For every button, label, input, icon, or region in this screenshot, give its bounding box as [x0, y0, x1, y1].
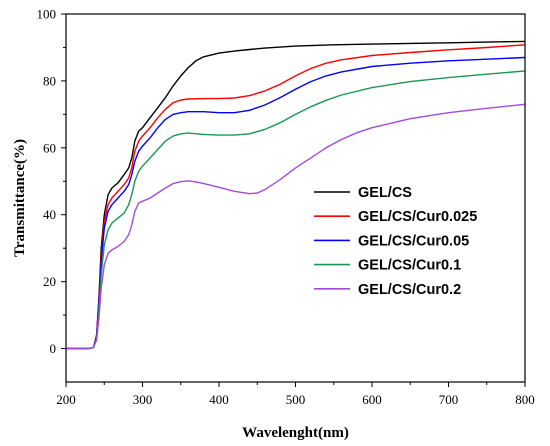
x-tick-label: 200	[56, 392, 76, 407]
plot-frame	[65, 13, 526, 383]
legend-label: GEL/CS	[358, 185, 412, 201]
ticks-layer: 200 300 400 500 600 700 800 0 20 40 60 80 100	[37, 7, 535, 408]
series-line-5	[66, 103, 526, 350]
y-tick-label: 40	[43, 207, 56, 222]
series-line-1	[66, 40, 526, 350]
legend: GEL/CS GEL/CS/Cur0.025 GEL/CS/Cur0.05 GEL/C…	[314, 185, 477, 298]
series-line-2	[66, 44, 526, 350]
y-tick-label: 20	[43, 274, 56, 289]
series-line-3	[66, 56, 526, 350]
legend-label: GEL/CS/Cur0.2	[358, 282, 461, 298]
legend-label: GEL/CS/Cur0.1	[358, 258, 461, 274]
y-tick-label: 100	[37, 7, 57, 22]
series-line-4	[66, 70, 526, 350]
x-tick-label: 500	[286, 392, 306, 407]
y-tick-label: 60	[43, 140, 56, 155]
x-tick-label: 800	[515, 392, 535, 407]
x-axis-title: Wavelenght(nm)	[242, 425, 349, 441]
x-tick-label: 600	[362, 392, 382, 407]
x-tick-label: 700	[439, 392, 459, 407]
x-tick-label: 300	[133, 392, 153, 407]
legend-label: GEL/CS/Cur0.05	[358, 233, 469, 249]
x-tick-label: 400	[209, 392, 229, 407]
y-tick-label: 0	[50, 341, 57, 356]
y-axis-title: Transmittance(%)	[12, 139, 28, 257]
series-layer	[66, 40, 526, 350]
legend-label: GEL/CS/Cur0.025	[358, 209, 477, 225]
y-tick-label: 80	[43, 73, 56, 88]
